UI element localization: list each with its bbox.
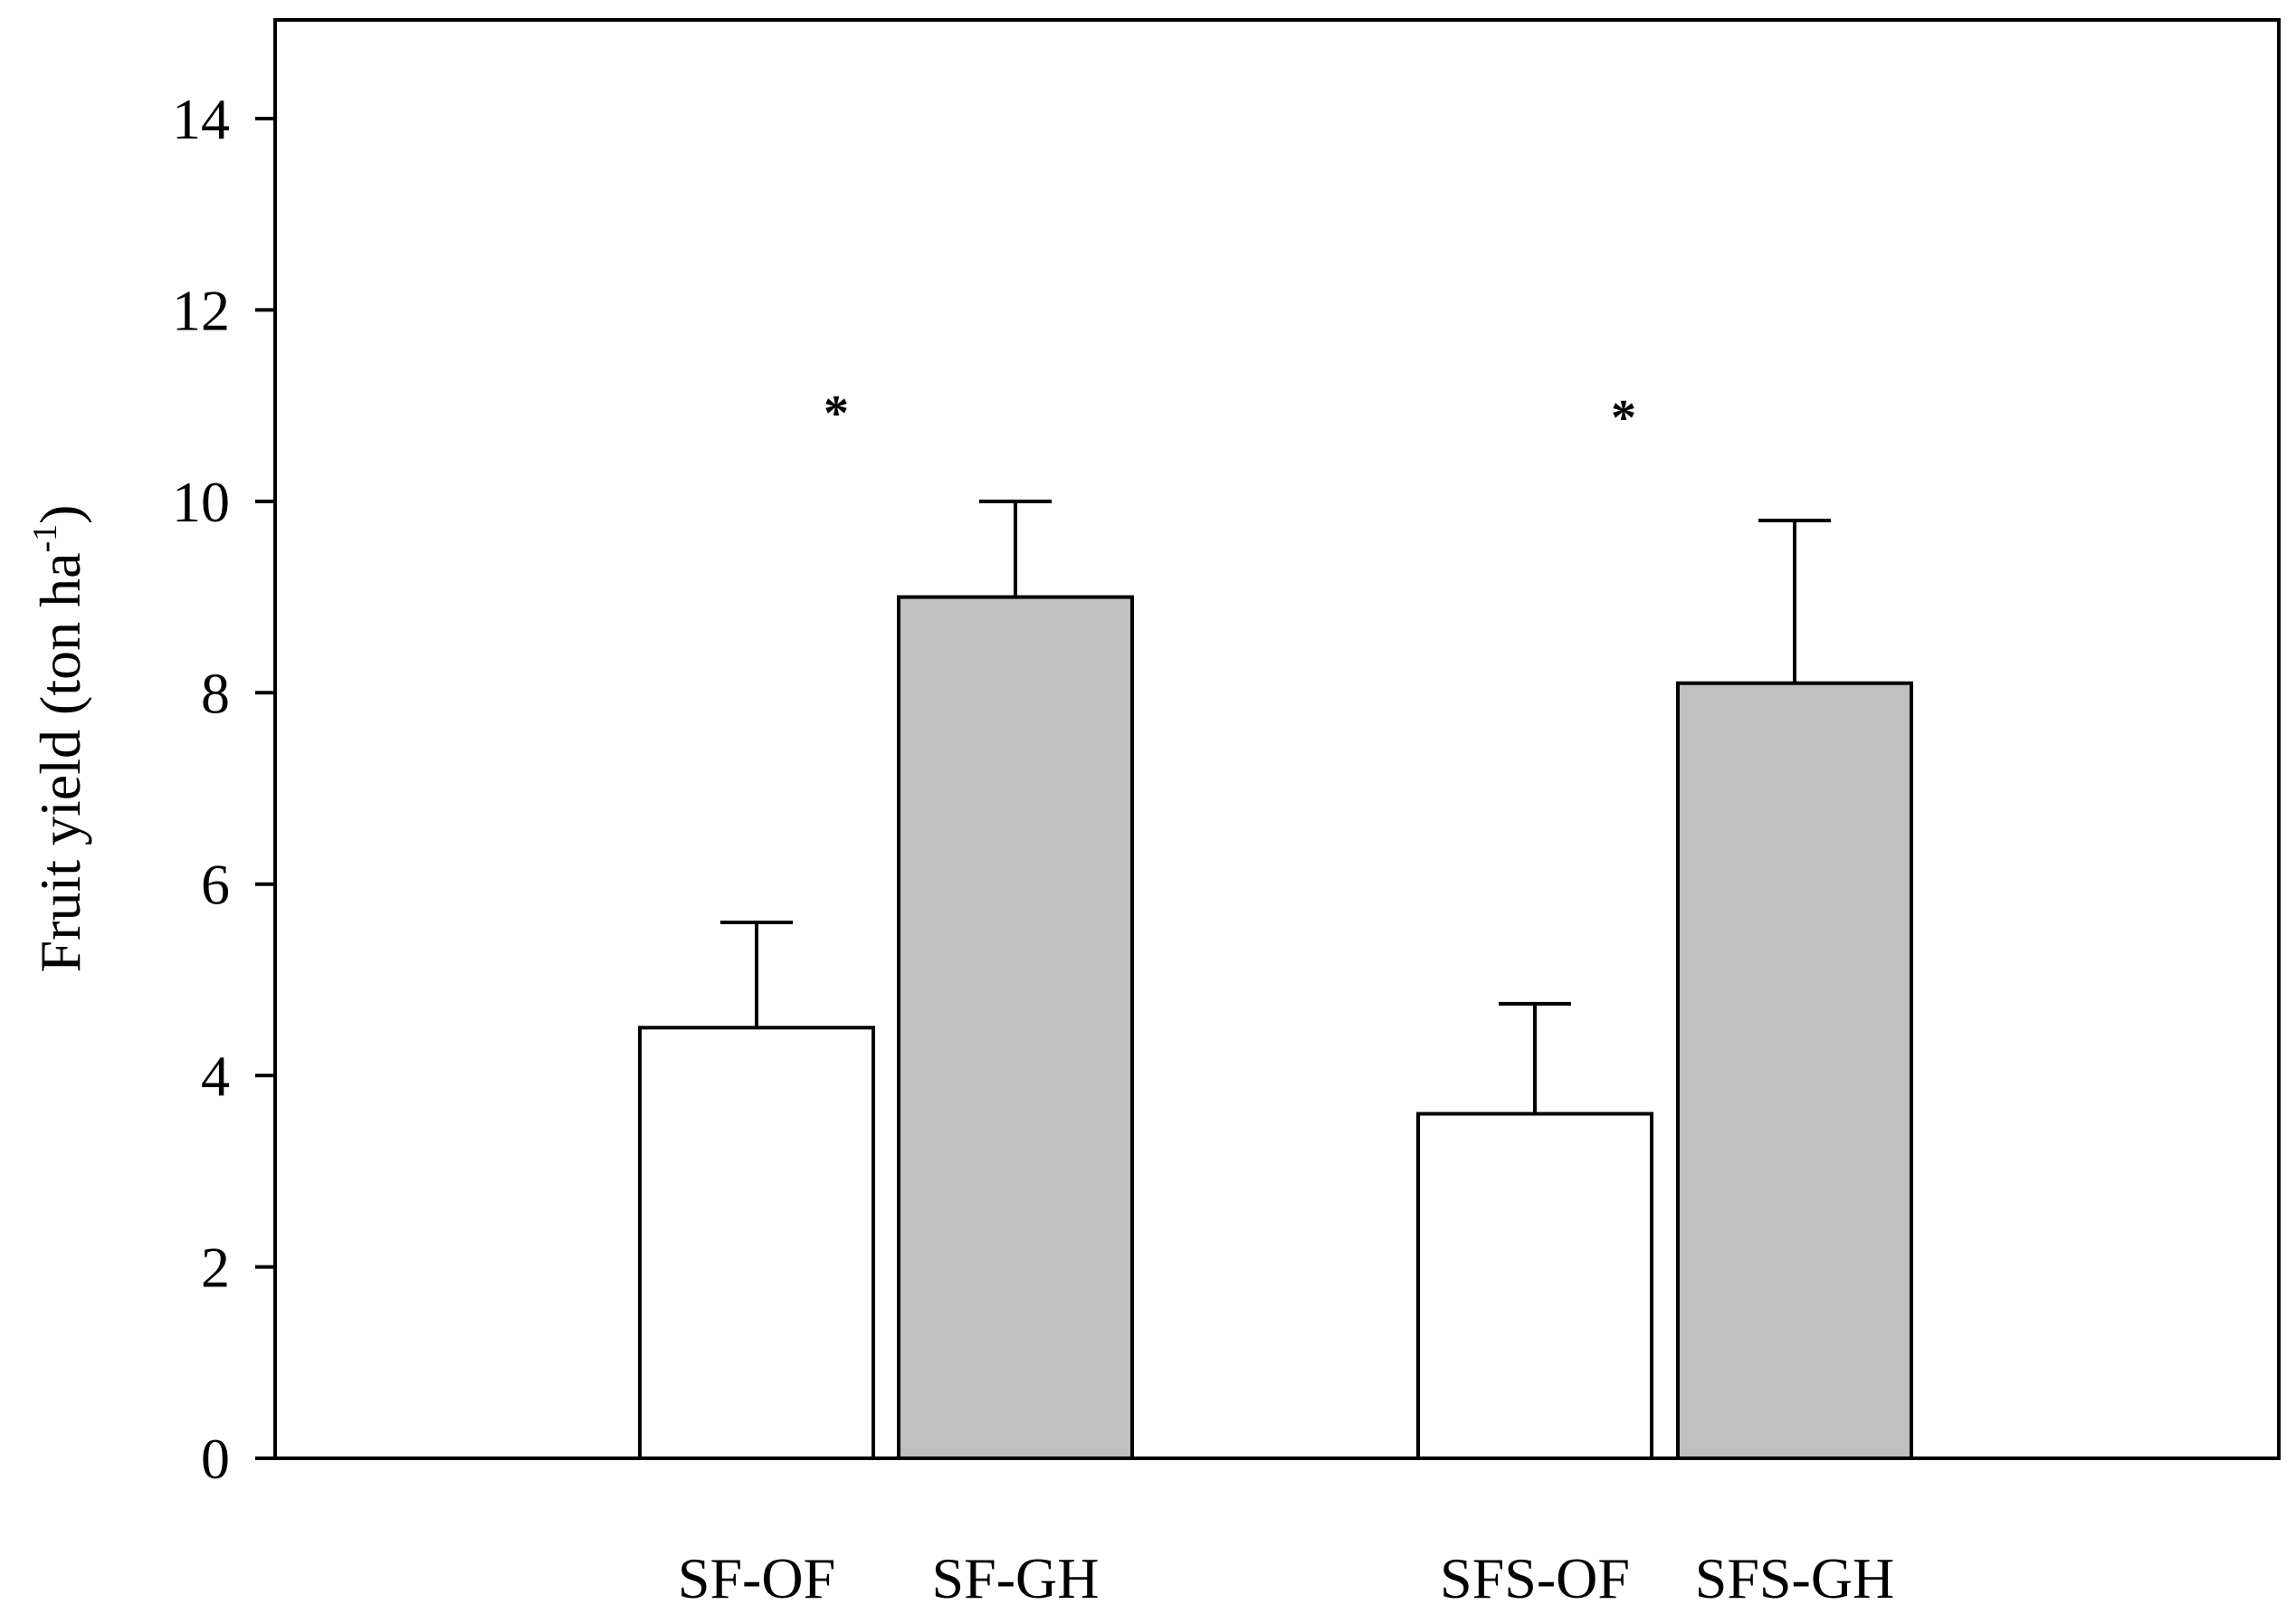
significance-star: *: [1611, 390, 1636, 446]
y-tick-label: 2: [201, 1236, 230, 1300]
y-axis-label-superscript: -1: [26, 524, 64, 553]
x-category-label: SF-OF: [678, 1546, 835, 1610]
y-axis-label-main: Fruit yield (ton ha: [28, 553, 92, 973]
y-tick-label: 6: [201, 853, 230, 917]
bar-sf-of: [638, 1026, 875, 1461]
x-axis-labels: SF-OF SF-GH SFS-OF SFS-GH: [678, 1546, 1894, 1610]
significance-markers: * *: [824, 386, 1636, 446]
y-tick-label: 8: [201, 661, 230, 725]
plot-frame: [273, 18, 2281, 1460]
bars: [638, 499, 1913, 1461]
y-axis-label-close: ): [28, 505, 92, 524]
y-tick-label: 0: [201, 1427, 230, 1491]
y-axis: 0 2 4 6 8 10 12 14: [172, 87, 275, 1491]
y-axis-label: Fruit yield (ton ha-1): [26, 505, 92, 973]
significance-star: *: [824, 386, 849, 442]
y-tick-label: 10: [172, 470, 230, 534]
y-tick-label: 14: [172, 87, 230, 151]
y-tick-label: 4: [201, 1044, 230, 1108]
y-tick-label: 12: [172, 278, 230, 342]
x-category-label: SF-GH: [932, 1546, 1100, 1610]
bar-sfs-gh: [1676, 681, 1913, 1460]
x-category-label: SFS-OF: [1440, 1546, 1630, 1610]
x-category-label: SFS-GH: [1695, 1546, 1895, 1610]
bar-sfs-of: [1416, 1112, 1653, 1461]
bar-sf-gh: [897, 595, 1134, 1460]
